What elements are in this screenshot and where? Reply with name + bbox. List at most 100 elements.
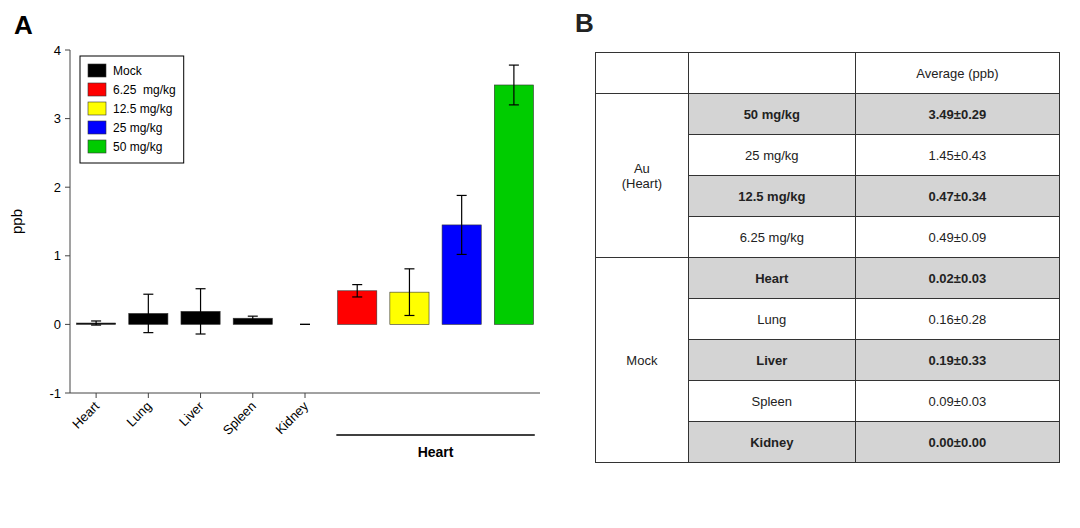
x-tick xyxy=(305,393,306,398)
error-bar-cap xyxy=(91,324,101,325)
legend: Mock 6.25 mg/kg 12.5 mg/kg 25 mg/kg 50 mg/kg xyxy=(80,56,184,163)
row-label: 12.5 mg/kg xyxy=(688,176,855,217)
error-bar-cap xyxy=(248,316,258,317)
value-cell: 0.16±0.28 xyxy=(855,299,1059,340)
error-bar-cap xyxy=(457,195,467,196)
legend-swatch xyxy=(88,102,106,115)
row-label: 25 mg/kg xyxy=(688,135,855,176)
table-row: 12.5 mg/kg0.47±0.34 xyxy=(596,176,1060,217)
table-row: 25 mg/kg1.45±0.43 xyxy=(596,135,1060,176)
x-tick-label: Liver xyxy=(176,398,207,429)
error-bar xyxy=(352,285,362,297)
y-tick-label: 2 xyxy=(54,180,61,195)
group-cell: Au (Heart) xyxy=(596,94,689,258)
x-tick-label: Heart xyxy=(69,398,102,431)
y-tick xyxy=(65,50,70,51)
legend-swatch xyxy=(88,121,106,134)
error-bar-cap xyxy=(143,332,153,333)
error-bar-cap xyxy=(404,315,414,316)
y-tick xyxy=(65,324,70,325)
legend-swatch xyxy=(88,64,106,77)
group-cell: Mock xyxy=(596,258,689,463)
legend-label: Mock xyxy=(113,64,143,78)
value-cell: 0.02±0.03 xyxy=(855,258,1059,299)
table-row: 6.25 mg/kg0.49±0.09 xyxy=(596,217,1060,258)
row-label: Kidney xyxy=(688,422,855,463)
error-bar-cap xyxy=(91,320,101,321)
y-tick xyxy=(65,393,70,394)
row-label: 50 mg/kg xyxy=(688,94,855,135)
y-tick xyxy=(65,255,70,256)
y-axis-label: ppb xyxy=(8,209,25,234)
error-bar-line xyxy=(461,195,462,254)
legend-box xyxy=(80,56,184,163)
error-bar-cap xyxy=(352,296,362,297)
y-tick xyxy=(65,187,70,188)
error-bar-line xyxy=(252,316,253,320)
value-cell: 0.49±0.09 xyxy=(855,217,1059,258)
title: A xyxy=(14,10,33,40)
x-tick xyxy=(252,393,253,398)
error-bar-line xyxy=(409,269,410,316)
error-bar-line xyxy=(148,294,149,332)
header-cell: Average (ppb) xyxy=(855,53,1059,94)
error-bar xyxy=(91,321,101,325)
x-tick xyxy=(96,393,97,398)
error-bar-line xyxy=(96,321,97,325)
legend-label: 50 mg/kg xyxy=(113,140,162,154)
group-bracket xyxy=(336,434,534,435)
legend-swatch xyxy=(88,83,106,96)
bar xyxy=(494,85,533,324)
error-bar xyxy=(404,269,414,316)
row-label: Heart xyxy=(688,258,855,299)
y-tick-label: -1 xyxy=(49,386,61,401)
error-bar xyxy=(509,65,519,105)
legend-label: 25 mg/kg xyxy=(113,121,162,135)
legend-label: 12.5 mg/kg xyxy=(113,102,172,116)
error-bar-cap xyxy=(352,284,362,285)
header-cell xyxy=(596,53,689,94)
header-cell xyxy=(688,53,855,94)
y-tick-label: 1 xyxy=(54,248,61,263)
error-bar-cap xyxy=(143,294,153,295)
value-cell: 1.45±0.43 xyxy=(855,135,1059,176)
legend-swatch xyxy=(88,140,106,153)
error-bar-cap xyxy=(248,320,258,321)
value-cell: 0.00±0.00 xyxy=(855,422,1059,463)
row-label: Lung xyxy=(688,299,855,340)
y-tick-label: 0 xyxy=(54,317,61,332)
error-bar-cap xyxy=(300,324,310,325)
x-tick xyxy=(200,393,201,398)
error-bar-line xyxy=(357,285,358,297)
table-row: Spleen0.09±0.03 xyxy=(596,381,1060,422)
y-axis-line xyxy=(70,50,71,393)
y-tick-label: 4 xyxy=(54,43,61,58)
x-tick xyxy=(148,393,149,398)
row-label: Spleen xyxy=(688,381,855,422)
error-bar-cap xyxy=(196,333,206,334)
bar xyxy=(285,324,324,325)
value-cell: 0.47±0.34 xyxy=(855,176,1059,217)
legend-label: 6.25 mg/kg xyxy=(113,83,176,97)
table-row: Kidney0.00±0.00 xyxy=(596,422,1060,463)
error-bar xyxy=(143,294,153,332)
row-label: 6.25 mg/kg xyxy=(688,217,855,258)
bar-chart: Appb -1 0 1 2 3 4 Heart Lung Liver Spleen Kidney Hea… xyxy=(0,0,560,528)
table-row: Liver0.19±0.33 xyxy=(596,340,1060,381)
y-tick-label: 3 xyxy=(54,111,61,126)
error-bar-cap xyxy=(509,64,519,65)
x-tick-label: Lung xyxy=(123,399,154,430)
y-tick xyxy=(65,118,70,119)
x-tick-label: Spleen xyxy=(220,399,259,438)
panel-b: BAverage (ppb)Au (Heart)50 mg/kg3.49±0.2… xyxy=(575,0,1065,528)
panel-a: Appb -1 0 1 2 3 4 Heart Lung Liver Spleen Kidney Hea… xyxy=(0,0,560,528)
error-bar-cap xyxy=(509,104,519,105)
error-bar-line xyxy=(513,65,514,105)
table-row: MockHeart0.02±0.03 xyxy=(596,258,1060,299)
error-bar xyxy=(300,324,310,325)
x-tick-label: Kidney xyxy=(272,398,311,437)
group-label: Heart xyxy=(418,444,454,460)
header-row: Average (ppb) xyxy=(596,53,1060,94)
value-cell: 3.49±0.29 xyxy=(855,94,1059,135)
table-row: Lung0.16±0.28 xyxy=(596,299,1060,340)
